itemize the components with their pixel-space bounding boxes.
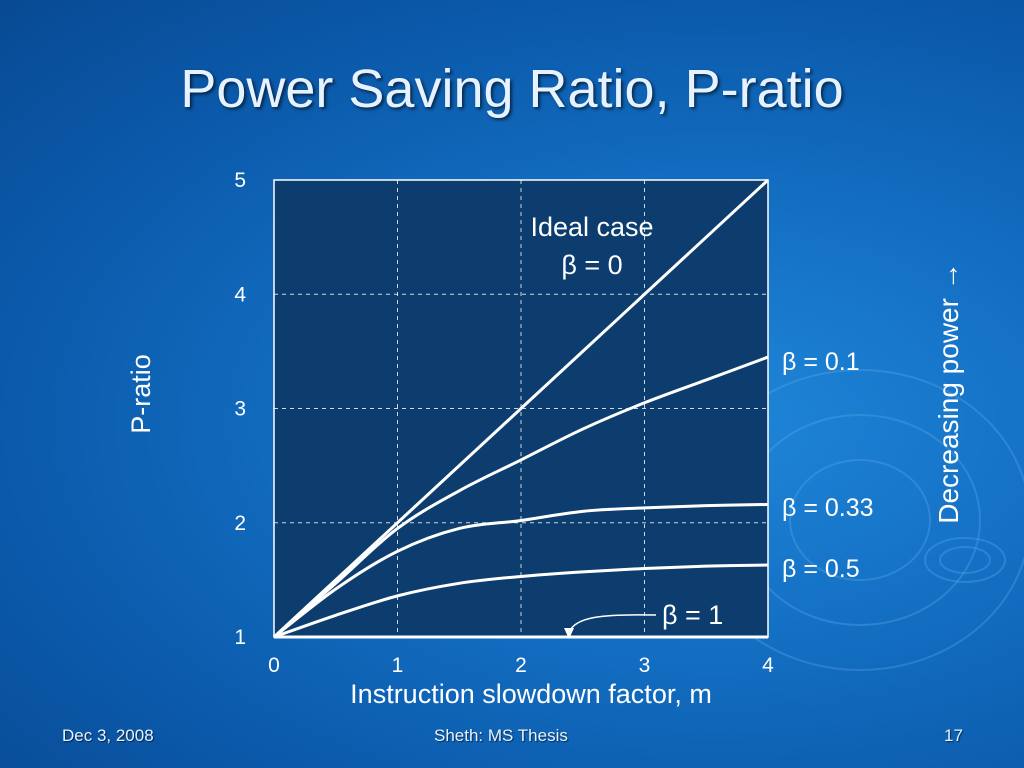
y-axis-label: P-ratio (126, 354, 156, 434)
series-label-3: β = 0.5 (782, 555, 860, 583)
series-line-0 (272, 178, 770, 639)
series-line-1 (273, 355, 769, 639)
series-label-1: β = 0.1 (782, 348, 860, 376)
y-tick-label: 1 (234, 626, 246, 649)
y-tick-label: 5 (234, 169, 246, 192)
footer-center: Sheth: MS Thesis (434, 726, 568, 745)
series-line-3 (273, 563, 769, 639)
series-label-2: β = 0.33 (782, 494, 874, 522)
y-tick-label: 2 (234, 512, 246, 535)
slide-title: Power Saving Ratio, P-ratio (180, 59, 844, 119)
x-tick-label: 2 (515, 654, 527, 677)
beta-1-arrowhead (564, 628, 574, 639)
series-label-4: β = 1 (662, 600, 723, 630)
footer-page-number: 17 (944, 726, 963, 745)
x-tick-label: 1 (392, 654, 404, 677)
x-tick-label: 0 (268, 654, 280, 677)
footer-date: Dec 3, 2008 (62, 726, 154, 745)
series-label-0: β = 0 (561, 250, 622, 280)
decreasing-power-annotation: Decreasing power → (933, 262, 964, 523)
x-tick-label: 3 (639, 654, 651, 677)
x-axis-label: Instruction slowdown factor, m (350, 679, 712, 709)
series-label-0: Ideal case (530, 212, 653, 242)
y-tick-label: 4 (234, 283, 246, 306)
y-tick-label: 3 (234, 398, 246, 421)
series-line-2 (273, 502, 769, 639)
x-tick-label: 4 (762, 654, 774, 677)
